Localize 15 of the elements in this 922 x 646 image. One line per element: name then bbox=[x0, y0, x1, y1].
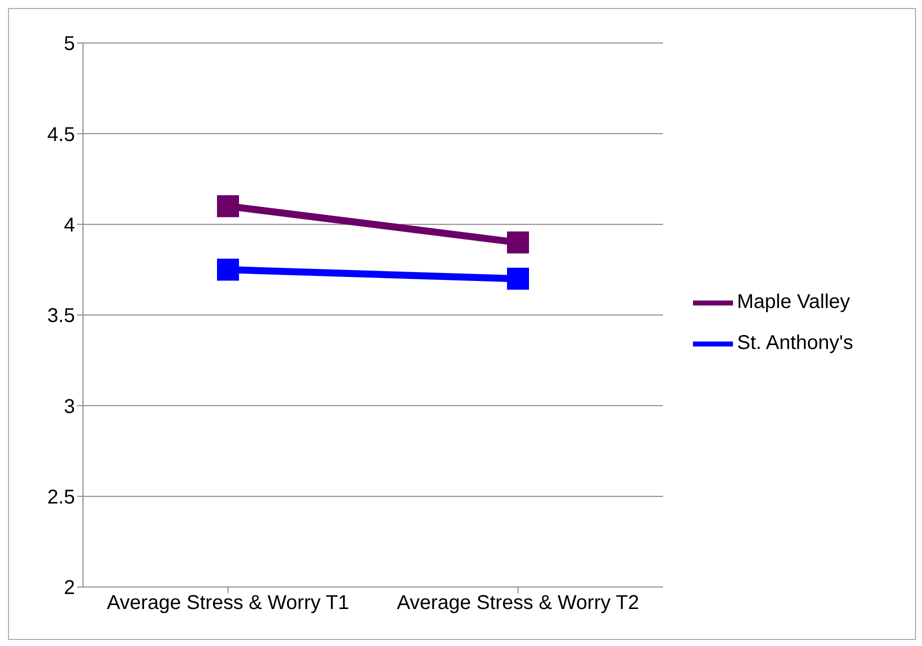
y-tick-label: 2 bbox=[64, 577, 75, 600]
y-tick-label: 3 bbox=[64, 396, 75, 418]
y-tick-label: 4 bbox=[64, 214, 75, 236]
x-tick-label: Average Stress & Worry T1 bbox=[106, 592, 350, 614]
x-tick-label: Average Stress & Worry T2 bbox=[396, 592, 640, 614]
point bbox=[507, 231, 529, 254]
legend-label: Maple Valley bbox=[737, 291, 850, 314]
y-tick-label: 3.5 bbox=[47, 305, 75, 328]
y-tick-label: 5 bbox=[64, 33, 75, 56]
legend-label: St. Anthony's bbox=[737, 332, 854, 354]
point bbox=[217, 195, 239, 218]
y-tick-label: 4.5 bbox=[47, 124, 75, 146]
point bbox=[217, 258, 239, 281]
point bbox=[507, 268, 529, 290]
y-tick-label: 2.5 bbox=[47, 486, 75, 508]
